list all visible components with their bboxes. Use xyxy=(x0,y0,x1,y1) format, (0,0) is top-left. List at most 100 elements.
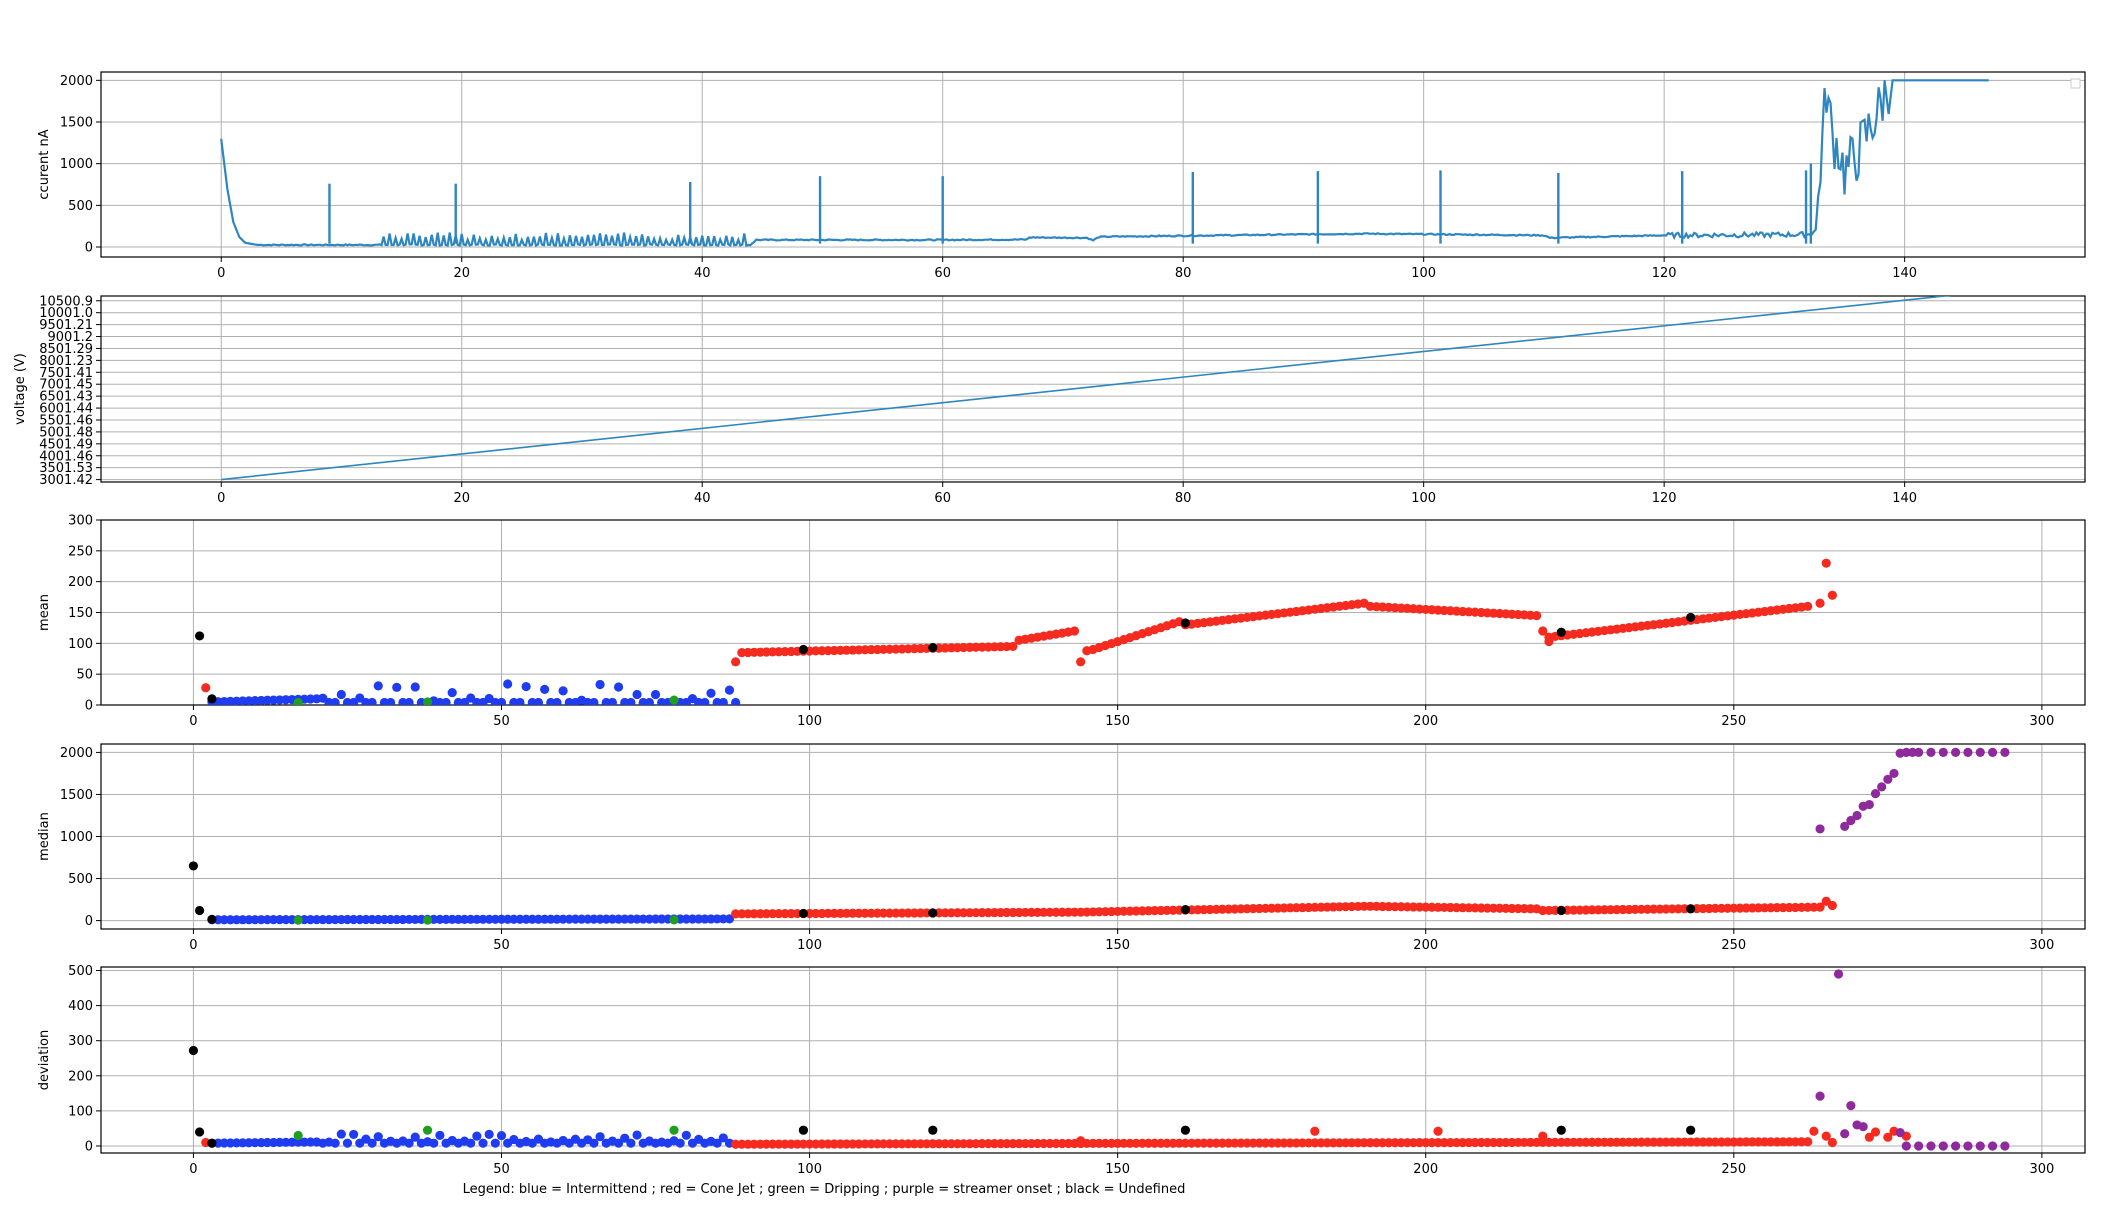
purple-point xyxy=(1833,969,1844,979)
blue-point xyxy=(626,697,636,705)
purple-point xyxy=(1938,1141,1948,1151)
blue-point xyxy=(441,697,451,705)
axes-frame xyxy=(100,519,2086,706)
green-point xyxy=(293,1130,303,1141)
red-point xyxy=(1827,1137,1837,1148)
y-tick-label: 2000 xyxy=(60,74,93,89)
x-tick-label: 50 xyxy=(493,1162,510,1177)
y-axis-label: median xyxy=(37,812,52,861)
x-tick-label: 250 xyxy=(1721,714,1746,729)
x-tick-label: 120 xyxy=(1652,266,1677,281)
black-point xyxy=(188,1045,199,1056)
purple-point xyxy=(1846,1101,1856,1111)
black-point xyxy=(207,1138,217,1148)
x-tick-label: 140 xyxy=(1892,491,1917,506)
plot-area xyxy=(194,558,1837,705)
blue-point xyxy=(675,1138,685,1148)
red-point xyxy=(1815,902,1825,912)
blue-point xyxy=(336,689,346,700)
x-tick-label: 0 xyxy=(217,491,225,506)
y-tick-label: 5001.48 xyxy=(39,425,93,440)
x-tick-label: 20 xyxy=(453,266,470,281)
y-tick-label: 6501.43 xyxy=(39,390,93,405)
green-point xyxy=(293,915,303,925)
green-point xyxy=(669,1125,679,1135)
red-point xyxy=(1538,626,1548,636)
black-point xyxy=(1180,1125,1191,1135)
purple-point xyxy=(2000,1141,2010,1151)
purple-point xyxy=(1951,1141,1961,1151)
x-tick-label: 100 xyxy=(797,938,822,953)
x-tick-label: 100 xyxy=(1411,491,1436,506)
y-tick-label: 6001.44 xyxy=(39,402,93,417)
blue-point xyxy=(342,1138,353,1148)
red-point xyxy=(1864,1132,1874,1142)
voltage-line xyxy=(221,296,1952,481)
red-point xyxy=(1827,900,1837,911)
blue-point xyxy=(349,1129,359,1140)
red-point xyxy=(1310,1126,1320,1136)
y-tick-label: 1000 xyxy=(60,830,93,845)
blue-point xyxy=(435,1130,445,1140)
blue-point xyxy=(404,1138,414,1148)
black-point xyxy=(798,908,809,919)
y-tick-label: 400 xyxy=(68,999,93,1014)
blue-point xyxy=(558,686,568,696)
blue-point xyxy=(540,684,550,694)
green-point xyxy=(669,915,679,925)
blue-point xyxy=(718,1133,728,1143)
y-tick-label: 300 xyxy=(68,514,93,529)
purple-point xyxy=(1852,810,1862,821)
y-tick-label: 100 xyxy=(68,637,93,652)
x-tick-label: 20 xyxy=(453,491,470,506)
black-point xyxy=(1556,627,1566,637)
purple-point xyxy=(1889,768,1899,779)
current-trace xyxy=(220,79,1989,248)
purple-point xyxy=(1975,747,1985,758)
red-point xyxy=(1532,610,1542,621)
red-point xyxy=(1821,1131,1831,1141)
black-point xyxy=(928,1125,938,1135)
red-point xyxy=(1803,1137,1813,1147)
purple-point xyxy=(1864,799,1874,810)
y-tick-label: 8001.23 xyxy=(39,354,93,369)
axes-frame xyxy=(100,295,2086,483)
blue-point xyxy=(712,1138,722,1148)
y-tick-label: 9501.21 xyxy=(39,318,93,333)
y-tick-label: 10001.0 xyxy=(39,306,93,321)
y-tick-label: 4001.46 xyxy=(39,449,93,464)
red-point xyxy=(1076,1136,1086,1146)
blue-point xyxy=(367,1138,377,1148)
blue-point xyxy=(724,685,735,695)
blue-point xyxy=(589,1138,599,1148)
red-point xyxy=(1082,646,1092,656)
black-point xyxy=(1686,904,1696,914)
red-point xyxy=(1008,641,1018,652)
plot-area xyxy=(188,969,2010,1151)
y-tick-label: 0 xyxy=(85,914,93,929)
y-tick-label: 3001.42 xyxy=(39,473,93,488)
x-tick-label: 300 xyxy=(2029,714,2054,729)
blue-point xyxy=(410,682,420,692)
y-tick-label: 7001.45 xyxy=(39,378,93,393)
blue-point xyxy=(595,1132,605,1142)
y-tick-label: 0 xyxy=(85,241,93,256)
purple-point xyxy=(1883,774,1893,784)
green-point xyxy=(422,697,433,705)
x-tick-label: 200 xyxy=(1413,1162,1438,1177)
x-tick-label: 300 xyxy=(2029,1162,2054,1177)
y-tick-label: 50 xyxy=(76,668,93,683)
x-tick-label: 250 xyxy=(1721,1162,1746,1177)
purple-point xyxy=(2000,747,2010,758)
blue-point xyxy=(392,682,402,692)
blue-point xyxy=(330,697,340,705)
blue-point xyxy=(589,697,599,705)
purple-point xyxy=(1987,1141,1998,1151)
axes-frame xyxy=(100,71,2086,258)
black-point xyxy=(798,644,809,655)
x-tick-label: 0 xyxy=(217,266,225,281)
blue-point xyxy=(336,1129,346,1139)
y-tick-label: 150 xyxy=(68,606,93,621)
green-point xyxy=(669,695,679,705)
